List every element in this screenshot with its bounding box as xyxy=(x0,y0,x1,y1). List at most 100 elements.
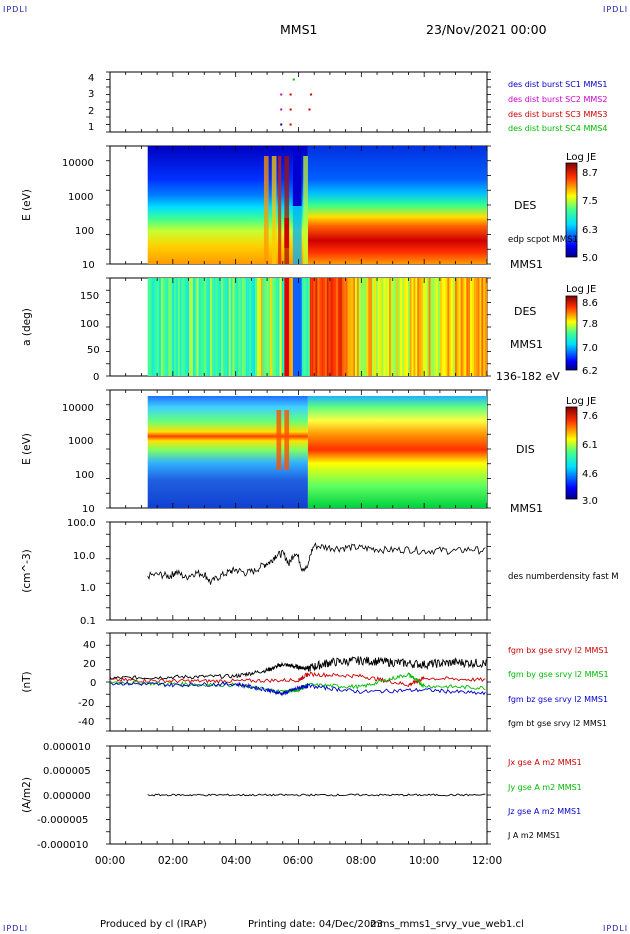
y-tick-label: -0.000010 xyxy=(37,840,88,851)
spectrogram-column xyxy=(336,278,339,376)
burst-panel-frame xyxy=(109,71,488,133)
des-energy-extra-label: edp scpot MMS1 xyxy=(508,235,578,245)
spectrogram-column xyxy=(270,278,273,376)
spectrogram-column xyxy=(372,278,375,376)
spectrogram-column xyxy=(317,278,320,376)
spectrogram-column xyxy=(247,278,250,376)
spectrogram-column xyxy=(234,278,237,376)
spectrogram-column xyxy=(432,278,435,376)
spectrogram-column xyxy=(209,278,212,376)
spectrogram-column xyxy=(321,278,324,376)
spectrogram-column xyxy=(330,278,333,376)
current-ylabel: (A/m2) xyxy=(21,777,33,813)
spectrogram-column xyxy=(187,278,190,376)
axis-ticks xyxy=(106,71,491,845)
spectrogram-column xyxy=(392,278,395,376)
data-marks xyxy=(109,78,487,797)
spectrogram-column xyxy=(400,278,403,376)
legend-fgm-bt: fgm bt gse srvy l2 MMS1 xyxy=(508,719,607,728)
spectrogram-column xyxy=(192,278,195,376)
spectrogram-column xyxy=(396,278,399,376)
legend-jy: Jy gse A m2 MMS1 xyxy=(507,783,582,792)
spectrogram-column xyxy=(172,278,175,376)
y-tick-label: 100.0 xyxy=(67,518,96,529)
spectrogram-column xyxy=(343,278,346,376)
spectrogram-column xyxy=(157,278,160,376)
spectrogram-column xyxy=(181,278,184,376)
spectrogram-column xyxy=(257,278,260,376)
fgm-ylabel: (nT) xyxy=(21,671,33,692)
x-tick-label: 04:00 xyxy=(221,855,251,867)
y-tick-label: 0.000010 xyxy=(43,742,91,753)
spectrogram-band xyxy=(147,396,308,508)
spectrogram-column xyxy=(422,278,425,376)
des-energy-sc-label: MMS1 xyxy=(510,258,543,271)
y-tick-label: 100 xyxy=(75,226,94,237)
spectrogram-column xyxy=(224,278,228,376)
density-line xyxy=(147,542,486,585)
density-ylabel: (cm^-3) xyxy=(21,549,33,592)
legend-des-burst-sc3: des dist burst SC3 MMS3 xyxy=(508,110,607,119)
spectrogram-column xyxy=(456,278,459,376)
spectrogram-column xyxy=(304,278,307,376)
colorbar-tick: 8.7 xyxy=(582,168,598,179)
spectrogram-column xyxy=(458,278,461,376)
spectrogram-column xyxy=(402,278,405,376)
spectrogram-column xyxy=(341,278,344,376)
spectrogram-column xyxy=(306,278,309,376)
spectrogram-column xyxy=(230,278,233,376)
colorbar-tick: 6.3 xyxy=(582,225,598,236)
dis-energy-colorbar-title: Log JE xyxy=(566,396,596,407)
spectrogram-band xyxy=(147,146,308,264)
spectrogram-column xyxy=(413,278,416,376)
spectrogram-column xyxy=(177,278,180,376)
colorbar-tick: 7.6 xyxy=(582,411,598,422)
spectrogram-column xyxy=(162,278,165,376)
legend-des-burst-sc2: des dist burst SC2 MMS2 xyxy=(508,95,607,104)
spectrogram-column xyxy=(194,278,197,376)
colorbar-tick: 7.8 xyxy=(582,319,598,330)
spectrogram-column xyxy=(473,278,476,376)
spectrogram-column xyxy=(281,278,284,376)
spectrogram-column xyxy=(315,278,318,376)
spectrogram-column xyxy=(309,278,312,376)
spectrogram-column xyxy=(228,278,231,376)
spectrogram-column xyxy=(174,278,177,376)
spectrogram-column xyxy=(328,278,331,376)
spectrogram-column xyxy=(383,278,386,376)
spectrogram-band xyxy=(307,146,487,264)
spectrogram-column xyxy=(307,278,310,376)
y-tick-label: 3 xyxy=(88,89,94,100)
spectrogram-column xyxy=(217,278,220,376)
spectrogram-column xyxy=(275,278,278,376)
spectrogram-column xyxy=(443,278,446,376)
spectrogram-column xyxy=(475,278,478,376)
spectrogram-column xyxy=(238,278,241,376)
spectrogram-column xyxy=(175,278,179,376)
spectrogram-column xyxy=(272,278,275,376)
spectrogram-column xyxy=(351,278,354,376)
legend-des-burst-sc1: des dist burst SC1 MMS1 xyxy=(508,80,607,89)
spectrogram-column xyxy=(160,278,163,376)
spectrogram-column xyxy=(468,278,471,376)
spectrogram-column xyxy=(189,278,192,376)
spectrogram-band xyxy=(307,396,487,508)
des-energy-colorbar xyxy=(565,162,578,258)
spectrogram-column xyxy=(289,278,292,376)
x-tick-label: 06:00 xyxy=(283,855,313,867)
spectrogram-column xyxy=(262,278,265,376)
spectrogram-column xyxy=(404,278,407,376)
spectrogram-column xyxy=(437,278,441,376)
y-tick-label: 0.000000 xyxy=(43,791,91,802)
spectrogram-column xyxy=(149,278,152,376)
corner-label-top-left: IPDLI xyxy=(3,5,29,14)
spectrogram-column xyxy=(151,278,154,376)
spectrogram-column xyxy=(219,278,222,376)
spectrogram-column xyxy=(213,278,216,376)
spectrogram-column xyxy=(243,278,246,376)
colorbar-tick: 3.0 xyxy=(582,496,598,507)
spectrogram-column xyxy=(290,278,294,376)
x-tick-label: 08:00 xyxy=(346,855,376,867)
spectrogram-column xyxy=(284,278,290,376)
spectrogram-column xyxy=(153,278,156,376)
